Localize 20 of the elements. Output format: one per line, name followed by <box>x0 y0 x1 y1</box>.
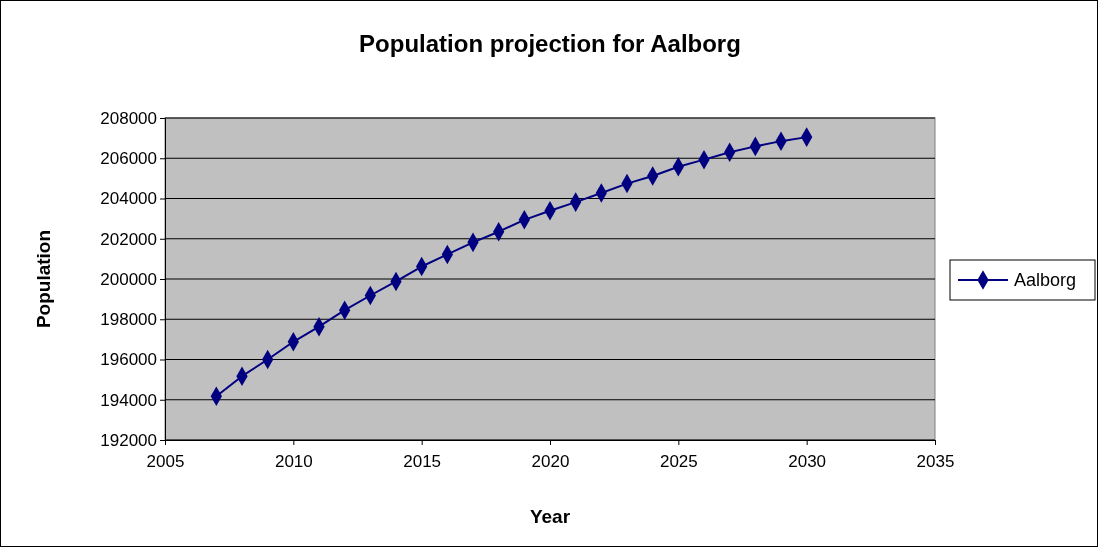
legend-label: Aalborg <box>1014 270 1077 290</box>
x-tick-label: 2030 <box>788 451 827 471</box>
y-tick-label: 194000 <box>100 390 157 410</box>
y-tick-label: 192000 <box>100 430 157 450</box>
x-axis-title: Year <box>529 506 571 527</box>
y-tick-label: 198000 <box>100 310 157 330</box>
y-tick-label: 200000 <box>100 269 157 289</box>
x-tick-label: 2035 <box>916 451 955 471</box>
y-tick-label: 204000 <box>100 189 157 209</box>
y-tick-label: 208000 <box>100 108 157 128</box>
y-tick-label: 206000 <box>100 149 157 169</box>
y-tick-label: 202000 <box>100 229 157 249</box>
x-tick-label: 2020 <box>531 451 570 471</box>
x-tick-label: 2025 <box>659 451 698 471</box>
y-tick-label: 196000 <box>100 350 157 370</box>
x-tick-label: 2015 <box>403 451 442 471</box>
x-tick-label: 2005 <box>146 451 185 471</box>
x-tick-label: 2010 <box>274 451 313 471</box>
y-axis-title: Population <box>33 229 54 329</box>
chart-title: Population projection for Aalborg <box>359 30 741 57</box>
